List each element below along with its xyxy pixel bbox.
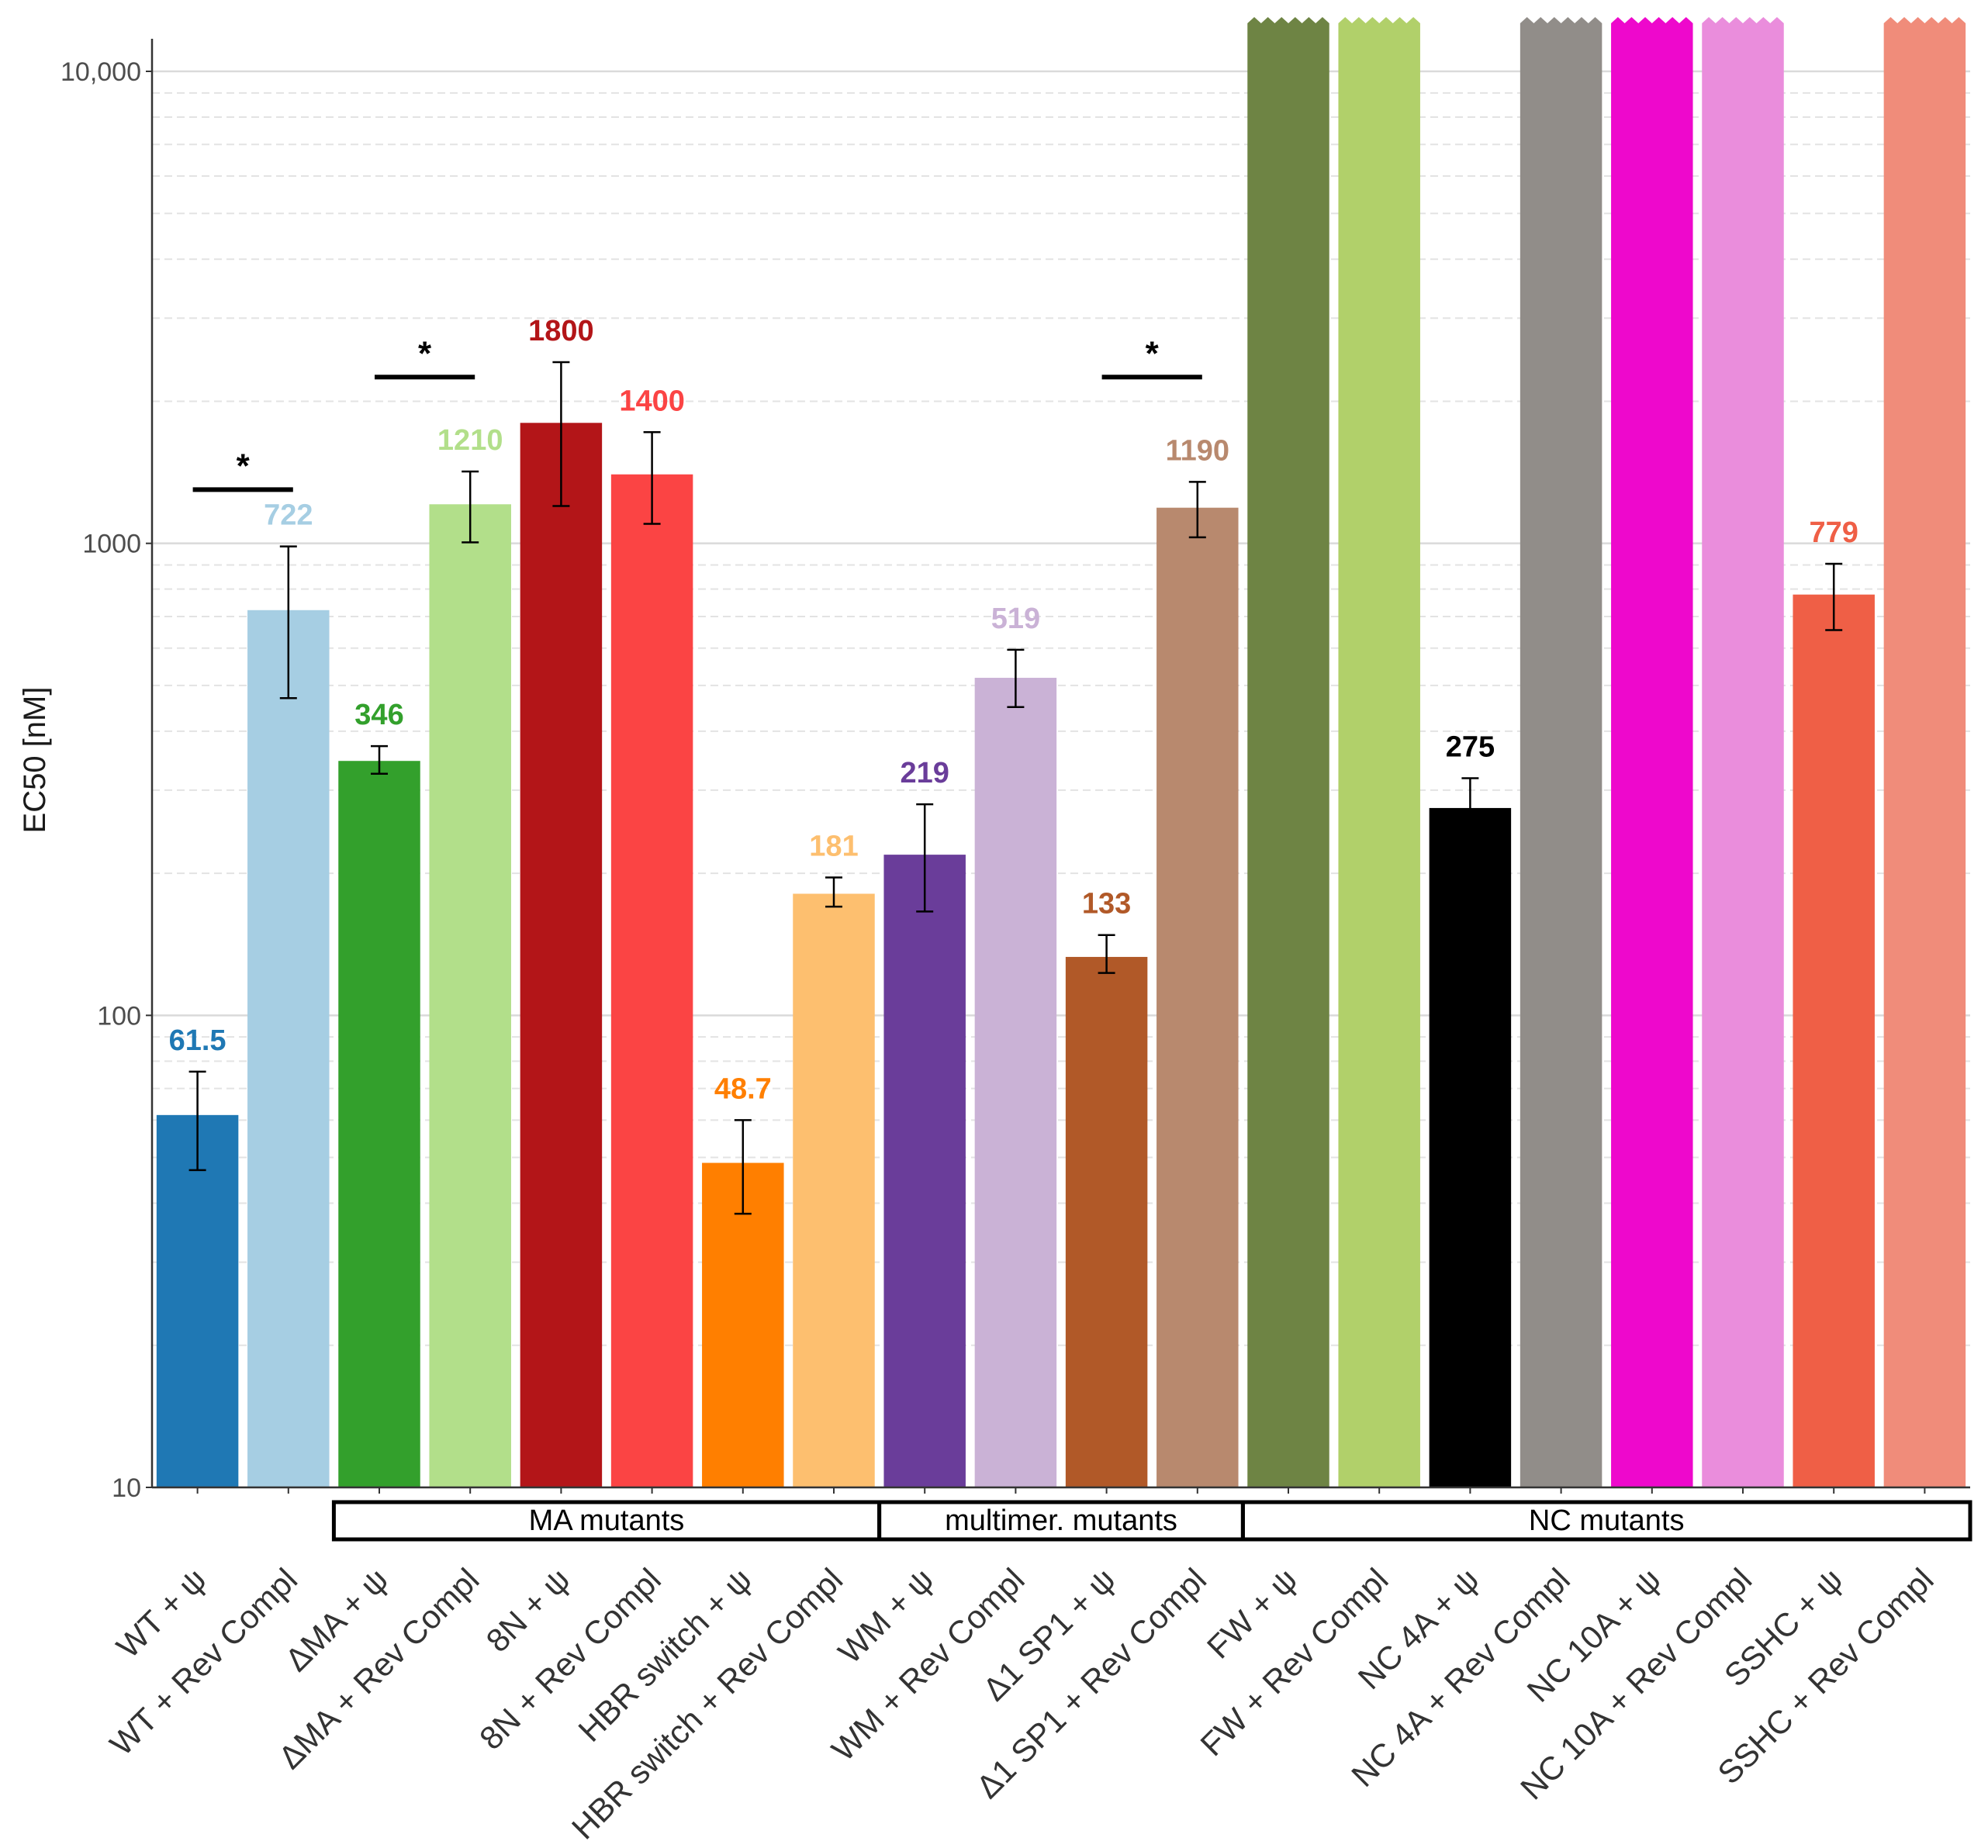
bar-capped: [1611, 17, 1693, 1487]
bar-capped: [1883, 17, 1966, 1487]
significance-star: *: [1146, 334, 1160, 372]
y-tick-label: 1000: [82, 530, 141, 559]
bar-capped: [1338, 17, 1420, 1487]
grid-lines: [152, 70, 1970, 1489]
bar-capped: [1247, 17, 1329, 1487]
data-label: 519: [991, 603, 1040, 635]
bar: [1065, 956, 1148, 1487]
y-tick-label: 10: [112, 1473, 141, 1503]
bar: [156, 1114, 239, 1487]
bar: [974, 678, 1057, 1487]
data-label: 1190: [1166, 434, 1229, 467]
data-label: 779: [1809, 516, 1858, 549]
significance-star: *: [237, 447, 251, 485]
data-label: 181: [809, 830, 858, 862]
bar: [1156, 507, 1239, 1487]
data-label: 48.7: [714, 1073, 772, 1105]
group-label: MA mutants: [529, 1504, 685, 1537]
data-label: 61.5: [169, 1024, 226, 1057]
group-brackets: MA mutants multimer. mutants NC mutants: [331, 1500, 1972, 1542]
data-label: 1800: [528, 315, 594, 347]
y-tick-label: 100: [97, 1001, 141, 1031]
bar: [793, 893, 875, 1487]
bar-capped: [1702, 17, 1784, 1487]
data-label: 1210: [437, 424, 503, 457]
bar-capped: [1520, 17, 1603, 1487]
data-label: 722: [264, 499, 313, 532]
bar: [1429, 807, 1512, 1487]
data-label: 133: [1082, 888, 1131, 921]
data-labels: 61.5 722 346 1210 1800 1400 48.7 181 219 519 133 11…: [169, 315, 1858, 1105]
group-label: multimer. mutants: [945, 1504, 1177, 1537]
y-axis-label: EC50 [nM]: [18, 687, 52, 834]
y-tick-label: 10,000: [61, 57, 141, 87]
bar: [338, 761, 420, 1487]
data-label: 1400: [619, 385, 685, 417]
bar: [247, 610, 330, 1487]
bars: [156, 17, 1966, 1487]
significance-star: *: [418, 334, 432, 372]
data-label: 275: [1446, 731, 1495, 764]
bar: [610, 474, 693, 1487]
bar: [702, 1162, 784, 1487]
group-label: NC mutants: [1529, 1504, 1685, 1537]
bar: [429, 504, 511, 1487]
bar: [883, 855, 966, 1487]
data-label: 346: [354, 699, 403, 731]
group-box: [1240, 1500, 1972, 1542]
data-label: 219: [900, 757, 949, 789]
bar: [1793, 594, 1875, 1487]
bar: [520, 423, 603, 1487]
